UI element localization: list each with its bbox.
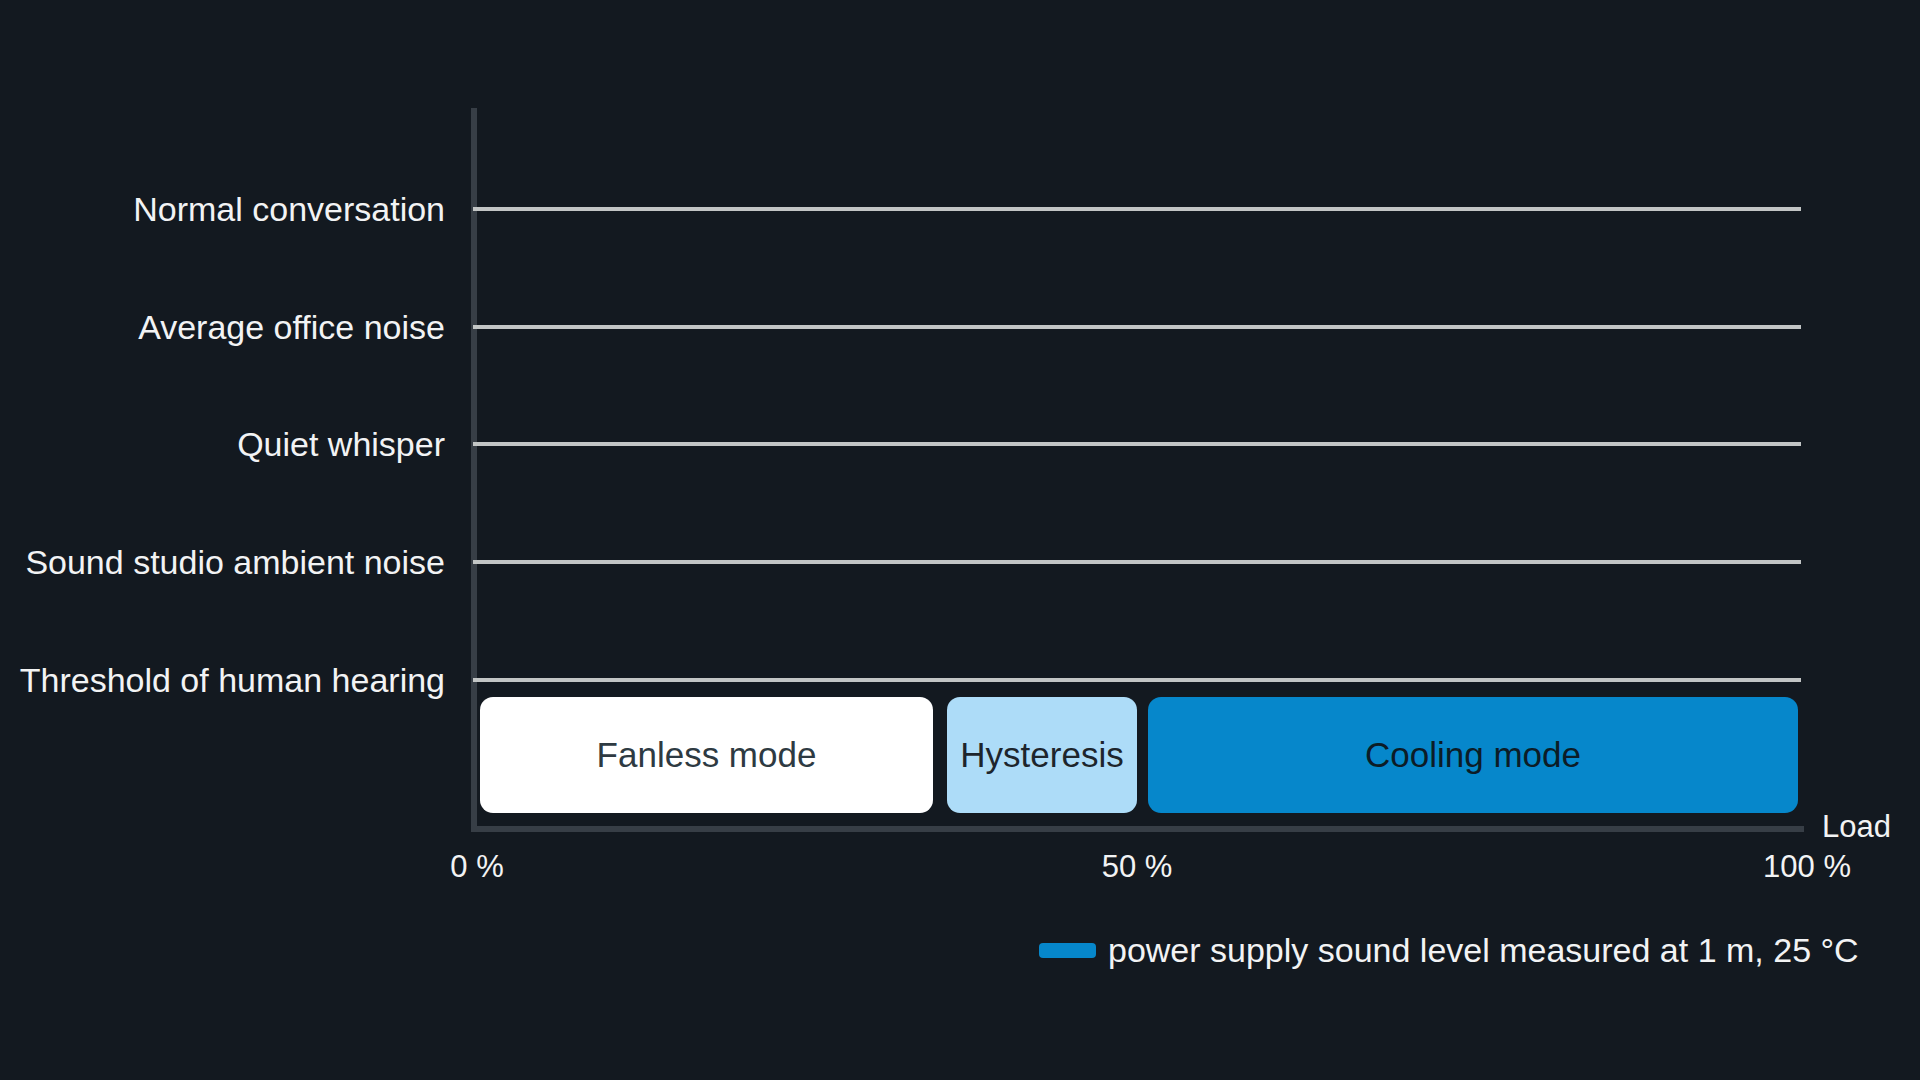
gridline-sound-studio-ambient-noise: [473, 560, 1801, 564]
x-axis-title: Load: [1822, 807, 1891, 847]
y-axis-label: Quiet whisper: [0, 423, 445, 465]
x-axis-line: [471, 826, 1804, 832]
zone-label: Cooling mode: [1365, 735, 1581, 775]
y-axis-label: Average office noise: [0, 306, 445, 348]
y-axis-line: [471, 108, 477, 832]
zone-cooling-mode: Cooling mode: [1148, 697, 1798, 813]
zone-label: Fanless mode: [597, 735, 817, 775]
x-tick-50-percent: 50 %: [1057, 847, 1217, 887]
gridline-average-office-noise: [473, 325, 1801, 329]
y-axis-label: Normal conversation: [0, 188, 445, 230]
sound-level-chart: Normal conversation Average office noise…: [0, 0, 1920, 1080]
legend: power supply sound level measured at 1 m…: [1039, 930, 1859, 970]
gridline-threshold-of-human-hearing: [473, 678, 1801, 682]
gridline-quiet-whisper: [473, 442, 1801, 446]
y-axis-label: Sound studio ambient noise: [0, 541, 445, 583]
x-tick-100-percent: 100 %: [1727, 847, 1887, 887]
zone-label: Hysteresis: [960, 735, 1123, 775]
y-axis-label: Threshold of human hearing: [0, 659, 445, 701]
x-tick-0-percent: 0 %: [397, 847, 557, 887]
zone-fanless-mode: Fanless mode: [480, 697, 933, 813]
legend-label: power supply sound level measured at 1 m…: [1108, 930, 1859, 970]
gridline-normal-conversation: [473, 207, 1801, 211]
legend-swatch-icon: [1039, 943, 1096, 958]
zone-hysteresis: Hysteresis: [947, 697, 1137, 813]
